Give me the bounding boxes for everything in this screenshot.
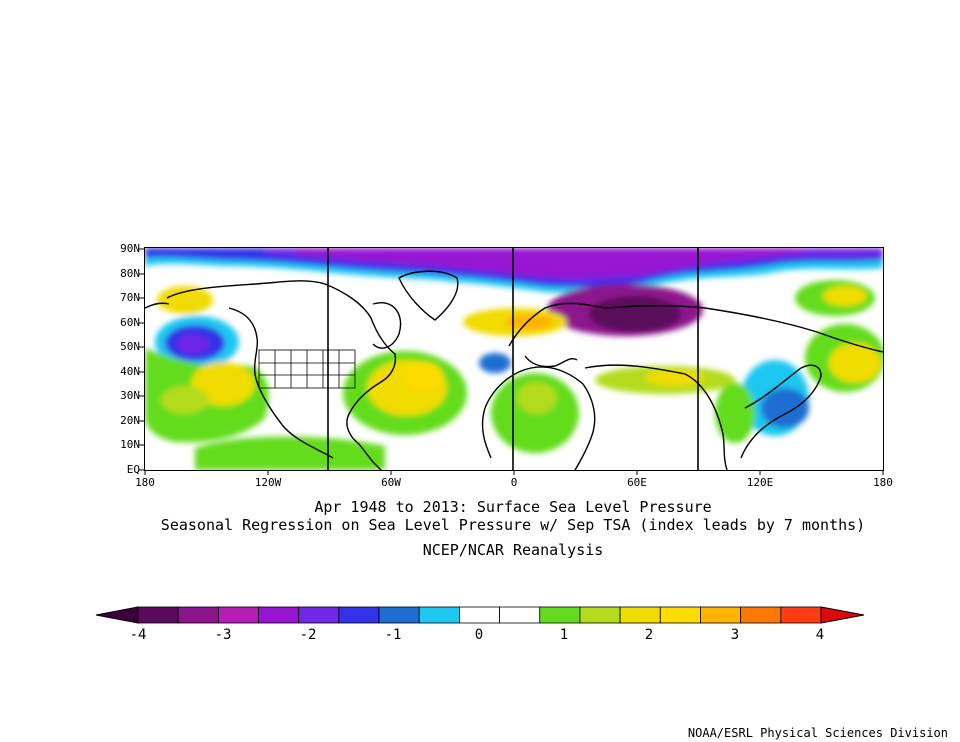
colorbar-over-arrow bbox=[820, 606, 865, 624]
lon-label-0: 0 bbox=[510, 476, 518, 489]
lat-label-40n: 40N bbox=[120, 365, 140, 378]
title-line-1: Apr 1948 to 2013: Surface Sea Level Pres… bbox=[314, 498, 712, 516]
colorbar-label-4: 4 bbox=[815, 627, 825, 643]
lat-label-10n: 10N bbox=[120, 438, 140, 451]
map-canvas bbox=[145, 248, 883, 470]
lat-label-20n: 20N bbox=[120, 414, 140, 427]
lat-label-eq: EQ bbox=[126, 463, 140, 476]
lat-label-90n: 90N bbox=[120, 242, 140, 255]
colorbar-label-neg1: -1 bbox=[384, 627, 402, 643]
colorbar-swatch bbox=[459, 606, 500, 624]
colorbar-swatch bbox=[700, 606, 742, 624]
credit-text: NOAA/ESRL Physical Sciences Division bbox=[687, 726, 948, 740]
colorbar-swatch bbox=[378, 606, 420, 624]
lat-label-60n: 60N bbox=[120, 316, 140, 329]
lon-label-120w: 120W bbox=[254, 476, 282, 489]
colorbar-swatch bbox=[499, 606, 541, 624]
colorbar-swatch bbox=[217, 606, 259, 624]
lon-label-60e: 60E bbox=[627, 476, 647, 489]
lat-label-50n: 50N bbox=[120, 340, 140, 353]
lon-label-180w: 180 bbox=[135, 476, 155, 489]
colorbar-swatch bbox=[740, 606, 782, 624]
lat-label-30n: 30N bbox=[120, 389, 140, 402]
colorbar-swatch bbox=[659, 606, 701, 624]
title-line-2: Seasonal Regression on Sea Level Pressur… bbox=[160, 516, 866, 534]
colorbar-label-1: 1 bbox=[559, 627, 569, 643]
colorbar-swatch bbox=[298, 606, 340, 624]
colorbar-under-arrow bbox=[95, 606, 139, 624]
lon-label-120e: 120E bbox=[746, 476, 774, 489]
colorbar-swatch bbox=[177, 606, 219, 624]
lon-label-60w: 60W bbox=[381, 476, 401, 489]
colorbar-label-3: 3 bbox=[730, 627, 740, 643]
colorbar-label-neg2: -2 bbox=[299, 627, 317, 643]
colorbar-swatch bbox=[780, 606, 822, 624]
colorbar-swatch bbox=[137, 606, 179, 624]
reference-meridians bbox=[327, 248, 699, 470]
lat-label-70n: 70N bbox=[120, 291, 140, 304]
colorbar-swatch bbox=[579, 606, 621, 624]
colorbar-swatch bbox=[418, 606, 460, 624]
colorbar-label-2: 2 bbox=[644, 627, 654, 643]
anomaly-field bbox=[145, 248, 883, 470]
sea-level-pressure-map bbox=[145, 248, 883, 470]
colorbar-label-neg3: -3 bbox=[214, 627, 232, 643]
title-line-3: NCEP/NCAR Reanalysis bbox=[422, 541, 604, 559]
colorbar-swatch bbox=[258, 606, 300, 624]
colorbar-swatch bbox=[539, 606, 581, 624]
colorbar-swatch bbox=[619, 606, 661, 624]
state-borders bbox=[258, 349, 356, 389]
lat-label-80n: 80N bbox=[120, 267, 140, 280]
coastlines bbox=[145, 270, 883, 470]
colorbar-swatch bbox=[338, 606, 380, 624]
colorbar-label-0: 0 bbox=[474, 627, 484, 643]
lon-label-180e: 180 bbox=[873, 476, 893, 489]
colorbar-label-neg4: -4 bbox=[129, 627, 147, 643]
